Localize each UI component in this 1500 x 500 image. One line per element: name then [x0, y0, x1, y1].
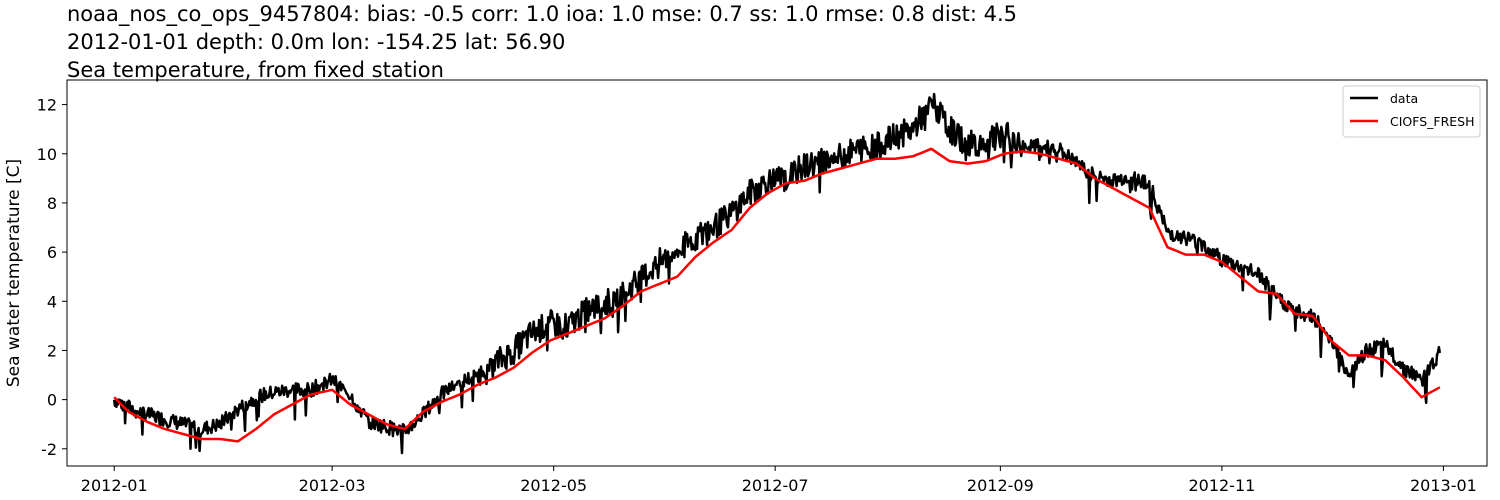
x-tick-label: 2012-09: [967, 476, 1034, 495]
chart-title-description: Sea temperature, from fixed station: [67, 58, 444, 82]
y-tick-label: 6: [47, 243, 57, 262]
legend-label-data: data: [1390, 91, 1418, 106]
legend: data CIOFS_FRESH: [1342, 85, 1481, 138]
x-axis: 2012-01 2012-03 2012-05 2012-07 2012-09 2012-…: [81, 466, 1477, 495]
series-line-data: [112, 92, 1442, 455]
y-tick-label: 8: [47, 194, 57, 213]
series-line-ciofs-fresh: [113, 147, 1441, 443]
y-tick-label: 10: [37, 145, 57, 164]
x-tick-label: 2013-01: [1410, 476, 1477, 495]
x-tick-label: 2012-05: [520, 476, 587, 495]
chart-title-stats: noaa_nos_co_ops_9457804: bias: -0.5 corr…: [67, 2, 1018, 26]
x-tick-label: 2012-03: [299, 476, 366, 495]
y-tick-label: 12: [37, 96, 57, 115]
y-tick-label: 0: [47, 391, 57, 410]
x-tick-label: 2012-07: [742, 476, 809, 495]
y-tick-label: -2: [41, 440, 57, 459]
y-tick-label: 2: [47, 341, 57, 360]
y-axis-label: Sea water temperature [C]: [4, 159, 24, 387]
plot-frame: [66, 79, 1488, 467]
y-axis: -2 0 2 4 6 8 10 12: [37, 96, 67, 459]
legend-label-ciofs-fresh: CIOFS_FRESH: [1390, 114, 1475, 129]
x-tick-label: 2012-11: [1188, 476, 1255, 495]
chart-title-block: noaa_nos_co_ops_9457804: bias: -0.5 corr…: [67, 0, 1487, 84]
y-tick-label: 4: [47, 292, 57, 311]
chart-title-location: 2012-01-01 depth: 0.0m lon: -154.25 lat:…: [67, 30, 566, 54]
x-tick-label: 2012-01: [81, 476, 148, 495]
series-layer: [112, 92, 1442, 455]
